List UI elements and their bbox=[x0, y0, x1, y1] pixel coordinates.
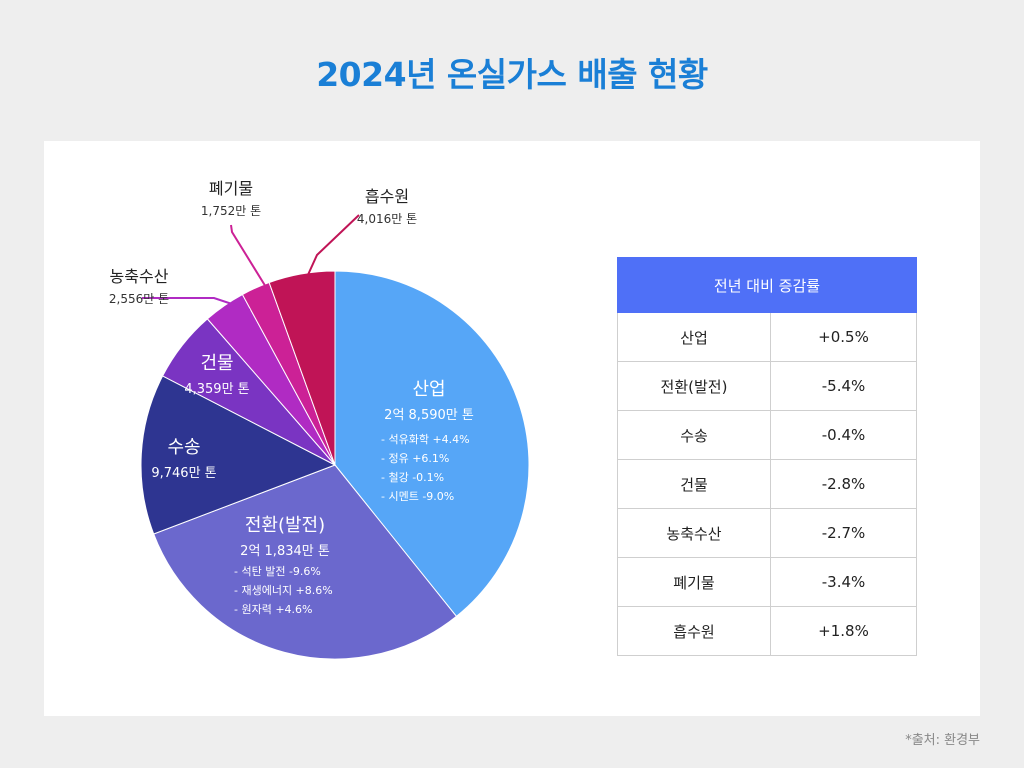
row-label: 건물 bbox=[617, 459, 771, 509]
slice-value-building: 4,359만 톤 bbox=[184, 382, 249, 397]
pie-slice-sink bbox=[268, 270, 336, 466]
row-value: -2.8% bbox=[770, 459, 917, 509]
slice-detail-power: - 재생에너지 +8.6% bbox=[234, 584, 333, 597]
slice-value-transport: 9,746만 톤 bbox=[151, 466, 216, 481]
slice-label-building: 건물 bbox=[200, 353, 233, 374]
row-value: +1.8% bbox=[770, 606, 917, 656]
row-label: 농축수산 bbox=[617, 508, 771, 558]
slice-value-industry: 2억 8,590만 톤 bbox=[384, 408, 474, 423]
row-label: 폐기물 bbox=[617, 557, 771, 607]
row-value: -5.4% bbox=[770, 361, 917, 411]
slice-value-power: 2억 1,834만 톤 bbox=[240, 544, 330, 559]
slice-detail-power: - 석탄 발전 -9.6% bbox=[234, 565, 321, 578]
row-value: -3.4% bbox=[770, 557, 917, 607]
slice-detail-industry: - 시멘트 -9.0% bbox=[381, 490, 454, 503]
slice-value-sink: 4,016만 톤 bbox=[357, 212, 417, 226]
chart-card: 산업 2억 8,590만 톤 - 석유화학 +4.4% - 정유 +6.1% - 철강 … bbox=[44, 141, 980, 716]
change-rate-table: 전년 대비 증감률 산업 +0.5% 전환(발전) -5.4% 수송 -0.4%… bbox=[617, 257, 917, 656]
pie-slice-transport bbox=[140, 375, 337, 535]
row-value: +0.5% bbox=[770, 312, 917, 362]
slice-label-waste: 폐기물 bbox=[209, 179, 253, 198]
source-note: *출처: 환경부 bbox=[905, 733, 980, 748]
slice-label-power: 전환(발전) bbox=[245, 515, 325, 536]
row-value: -2.7% bbox=[770, 508, 917, 558]
slice-detail-industry: - 철강 -0.1% bbox=[381, 471, 444, 484]
pie-slice-industry bbox=[334, 270, 530, 618]
row-value: -0.4% bbox=[770, 410, 917, 460]
row-label: 산업 bbox=[617, 312, 771, 362]
table-header: 전년 대비 증감률 bbox=[617, 257, 917, 313]
leader-line-waste bbox=[230, 224, 270, 293]
table-row: 수송 -0.4% bbox=[617, 410, 917, 460]
row-label: 전환(발전) bbox=[617, 361, 771, 411]
row-label: 수송 bbox=[617, 410, 771, 460]
row-label: 흡수원 bbox=[617, 606, 771, 656]
pie-chart: 산업 2억 8,590만 톤 - 석유화학 +4.4% - 정유 +6.1% - 철강 … bbox=[109, 179, 530, 660]
table-row: 산업 +0.5% bbox=[617, 312, 917, 362]
slice-detail-industry: - 정유 +6.1% bbox=[381, 452, 449, 465]
slice-label-transport: 수송 bbox=[167, 437, 200, 458]
slice-value-agri: 2,556만 톤 bbox=[109, 292, 169, 306]
slice-label-industry: 산업 bbox=[412, 379, 445, 400]
page-title: 2024년 온실가스 배출 현황 bbox=[316, 55, 708, 94]
slice-value-waste: 1,752만 톤 bbox=[201, 204, 261, 218]
slice-label-sink: 흡수원 bbox=[365, 187, 409, 206]
table-row: 건물 -2.8% bbox=[617, 459, 917, 509]
table-row: 폐기물 -3.4% bbox=[617, 557, 917, 607]
slice-label-agri: 농축수산 bbox=[110, 267, 169, 286]
leader-line-agri bbox=[142, 297, 251, 311]
slice-detail-power: - 원자력 +4.6% bbox=[234, 603, 313, 616]
table-row: 농축수산 -2.7% bbox=[617, 508, 917, 558]
slice-detail-industry: - 석유화학 +4.4% bbox=[381, 433, 470, 446]
table-row: 흡수원 +1.8% bbox=[617, 606, 917, 656]
leader-line-sink bbox=[306, 214, 360, 278]
pie-slice-power bbox=[153, 464, 458, 660]
table-row: 전환(발전) -5.4% bbox=[617, 361, 917, 411]
